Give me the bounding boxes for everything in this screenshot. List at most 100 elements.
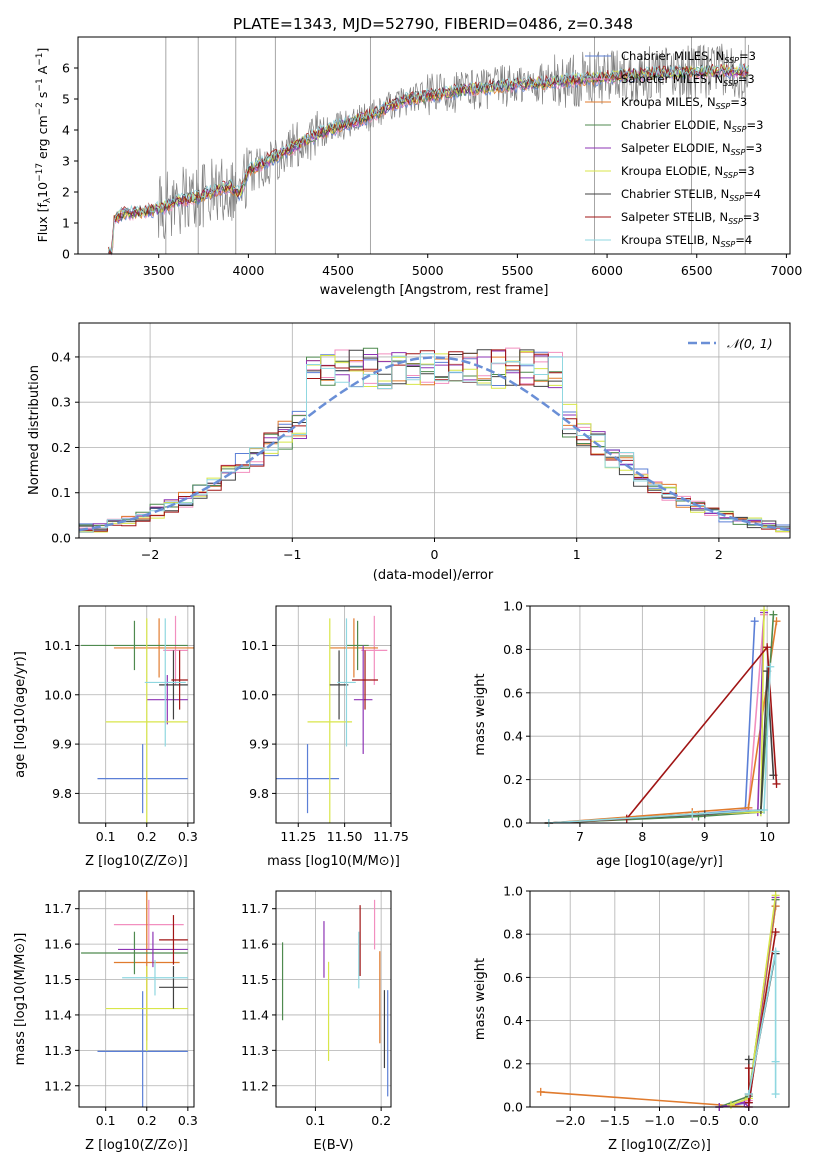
tick-label-y: 1.0 [503,884,523,899]
tick-label-y: 11.4 [241,1007,269,1022]
errorbar-salpeter_elodie [146,675,188,725]
marker-kroupa_miles [536,1087,545,1096]
errorbar-salpeter_miles [361,615,388,685]
marker-kroupa_elodie [726,1100,735,1109]
tick-label-y: 2 [62,185,70,200]
tick-label-y: 10.0 [44,687,72,702]
tick-label-y: 1.0 [503,599,523,614]
errorbar-kroupa_elodie [307,618,353,823]
tick-label-y: 9.9 [52,737,72,752]
tick-label-x: 0.3 [178,1113,198,1128]
tick-label-y: 11.7 [44,901,72,916]
spectrum-panel: PLATE=1343, MJD=52790, FIBERID=0486, z=0… [35,15,802,298]
legend-label-chabrier_miles: Chabrier MILES, NSSP=3 [621,49,756,65]
grid [79,606,194,823]
tick-label-x: 0.2 [137,829,157,844]
errorbar-kroupa_stelib [144,618,186,747]
errorbar-chabrier_elodie [346,620,369,671]
spectrum-ylabel: Flux [fλ10−17 erg cm−2 s−1 A−1] [35,48,53,243]
age-vs-Z-panel: 0.1 0.2 0.3 9.8 9.9 10.0 10.1 Z [log10(Z/Z⊙)] ag… [13,605,198,869]
model-kroupa_stelib [108,63,749,253]
mass-vs-Z-panel: 0.1 0.2 0.3 11.2 11.3 11.4 11.5 11.6 11.7 Z [log1… [13,890,198,1153]
tick-label-x: −1 [283,547,301,562]
errorbar-kroupa_stelib [337,618,356,747]
errorbar-salpeter_elodie [353,645,373,754]
line-chabrier_miles [719,905,777,1108]
legend-label-kroupa_miles: Kroupa MILES, NSSP=3 [621,95,747,111]
tick-label-y: 3 [62,154,70,169]
errorbars [81,615,194,823]
errorbar-kroupa_elodie [105,966,188,1052]
legend-label-salpeter_elodie: Salpeter ELODIE, NSSP=3 [621,141,762,157]
line-chabrier_elodie [548,614,775,824]
legend-label-chabrier_stelib: Chabrier STELIB, NSSP=4 [621,187,761,203]
errorbar-salpeter_stelib [159,915,188,965]
tick-label-x: 6500 [681,263,713,278]
residuals-ylabel: Normed distribution [27,365,42,495]
legend-label-normal: 𝒩(0, 1) [727,336,773,351]
ylabel: mass weight [473,673,488,755]
tick-label-x: −2.0 [555,1113,585,1128]
legend-label-chabrier_elodie: Chabrier ELODIE, NSSP=3 [621,118,763,134]
axes-frame [275,605,392,824]
tick-label-y: 0.2 [51,440,71,455]
errorbar-chabrier_miles [97,991,188,1107]
grid [530,890,789,1108]
line-kroupa_stelib [748,951,777,1095]
tick-label-y: 0.0 [503,1100,523,1115]
tick-label-y: 11.4 [44,1007,72,1022]
errorbar-chabrier_stelib [329,650,349,720]
errorbar-chabrier_elodie [81,620,188,671]
errorbar-chabrier_miles [97,744,188,814]
tick-label-y: 0.4 [503,1013,523,1028]
spectrum-title: PLATE=1343, MJD=52790, FIBERID=0486, z=0… [233,15,633,33]
marker-kroupa_stelib [766,662,775,671]
tick-label-y: 11.7 [241,901,269,916]
errorbars [276,615,388,823]
mass-vs-ebv-panel: 0.1 0.2 11.2 11.3 11.4 11.5 11.6 11.7 E(B-V) [241,890,392,1153]
massweight-vs-Z-panel: −2.0 −1.5 −1.0 −0.5 0.0 0.0 0.2 0.4 0.6 0.8 1.0 Z [… [473,884,790,1153]
errorbar-salpeter_stelib [171,650,188,710]
tick-label-x: −1.0 [644,1113,674,1128]
marker-salpeter_stelib [744,1064,753,1073]
tick-label-x: −2 [141,547,159,562]
tick-label-y: 6 [62,61,70,76]
tick-label-x: 0 [431,547,439,562]
marker-chabrier_stelib [744,1055,753,1064]
normal-curve [78,356,791,532]
tick-label-y: 0 [62,247,70,262]
errorbar-chabrier_stelib [159,966,188,1009]
marker-kroupa_miles [772,617,781,626]
legend-label-salpeter_miles: Salpeter MILES, NSSP=3 [621,72,755,88]
errorbar-salpeter_miles [113,899,184,950]
marker-kroupa_stelib [771,947,780,956]
model-salpeter_stelib [108,62,749,254]
residuals-legend: 𝒩(0, 1) [688,336,773,351]
tick-label-x: 0.2 [137,1113,157,1128]
series [544,606,781,827]
tick-label-x: 1 [573,547,581,562]
tick-label-y: 0.0 [503,816,523,831]
tick-label-x: 11.25 [280,829,316,844]
marker-kroupa_elodie [760,606,769,615]
tick-label-x: −0.5 [689,1113,719,1128]
line-salpeter_elodie [719,897,777,1109]
axes-frame [529,605,790,824]
histogram-kroupa_stelib [79,353,790,533]
tick-label-x: 4500 [322,263,354,278]
tick-label-y: 0.8 [503,642,523,657]
axes-frame [78,605,195,824]
marker-salpeter_stelib [744,1098,753,1107]
spectrum-frame [77,36,791,255]
marker-kroupa_stelib [760,805,769,814]
errorbar-kroupa_stelib [122,960,188,996]
line-kroupa_elodie [548,610,765,824]
tick-label-x: 0.0 [739,1113,759,1128]
tick-label-x: 0.3 [178,829,198,844]
tick-label-y: 5 [62,92,70,107]
age-vs-mass-panel: 11.25 11.50 11.75 9.8 9.9 10.0 10.1 mass [log10… [241,605,409,869]
tick-label-x: 7 [576,829,584,844]
ylabel: age [log10(age/yr)] [13,651,28,778]
tick-label-y: 0.6 [503,685,523,700]
